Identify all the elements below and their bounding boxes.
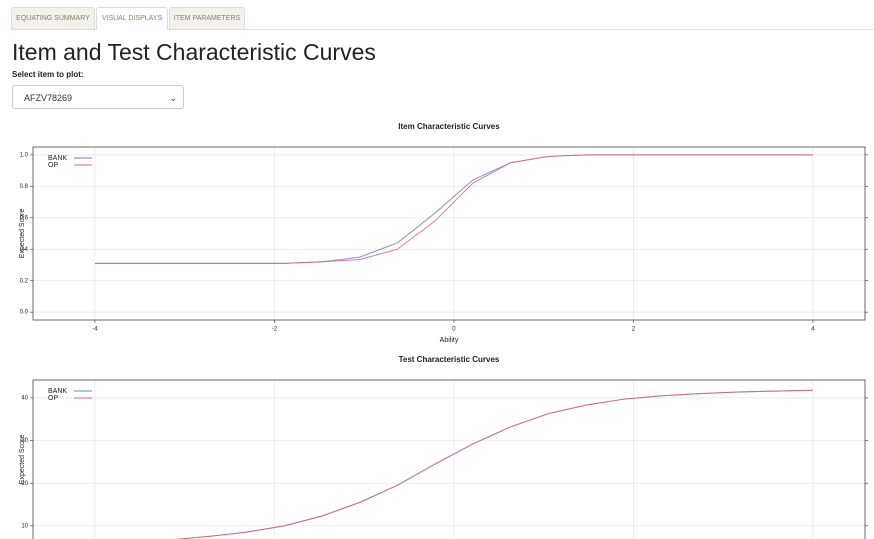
tab-bar: EQUATING SUMMARY VISUAL DISPLAYS ITEM PA…	[11, 7, 874, 30]
x-tick-label: 4	[811, 327, 815, 333]
plot-frame	[32, 146, 866, 321]
x-tick-label: -4	[92, 327, 98, 333]
legend-label: OP	[48, 395, 58, 402]
tab[interactable]: EQUATING SUMMARY	[11, 7, 95, 29]
y-tick-label: 0.6	[20, 215, 29, 221]
series-line	[174, 389, 813, 539]
select-label: Select item to plot:	[12, 70, 84, 79]
legend-label: BANK	[48, 155, 67, 162]
legend-label: OP	[48, 162, 58, 169]
plot-frame	[32, 379, 866, 539]
y-tick-label: 40	[21, 395, 28, 401]
y-axis-label: Expected Score	[19, 209, 26, 259]
y-tick-label: 0.8	[20, 184, 29, 190]
chart-title: Item Characteristic Curves	[398, 122, 500, 131]
y-tick-label: 0.0	[20, 310, 29, 316]
select-value: AFZV78269	[24, 93, 73, 103]
x-tick-label: 2	[632, 327, 636, 333]
tab[interactable]: ITEM PARAMETERS	[169, 7, 245, 29]
y-tick-label: 30	[21, 438, 28, 444]
item-select[interactable]: AFZV78269 ⌄	[12, 85, 184, 109]
x-axis-label: Ability	[440, 337, 459, 344]
y-tick-label: 1.0	[20, 152, 29, 158]
y-tick-label: 10	[21, 523, 28, 529]
x-tick-label: -2	[272, 327, 278, 333]
series-line	[94, 154, 813, 264]
tab[interactable]: VISUAL DISPLAYS	[96, 7, 168, 30]
page-title: Item and Test Characteristic Curves	[12, 39, 376, 65]
dropdown-arrow: ⌄	[169, 93, 177, 103]
x-tick-label: 0	[452, 327, 456, 333]
y-tick-label: 0.2	[20, 278, 29, 284]
y-tick-label: 20	[21, 481, 28, 487]
chart-title: Test Characteristic Curves	[399, 355, 500, 364]
y-axis-label: Expected Score	[19, 435, 26, 485]
y-tick-label: 0.4	[20, 247, 29, 253]
legend-label: BANK	[48, 388, 67, 395]
